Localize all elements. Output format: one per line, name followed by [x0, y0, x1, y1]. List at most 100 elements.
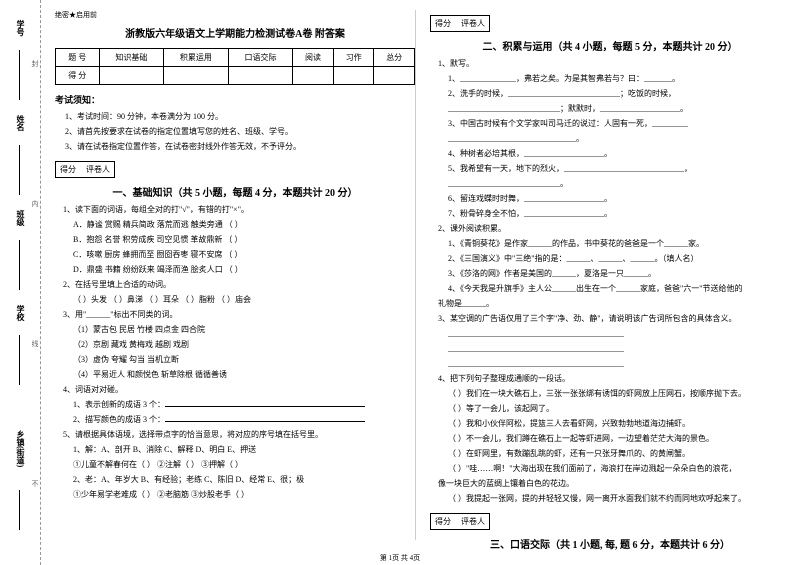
q5c: 2、老：A、年岁大 B、有经验；老练 C、陈旧 D、经常 E、很；极 [73, 474, 415, 486]
th: 题 号 [56, 49, 100, 67]
score-table: 题 号 知识基础 积累运用 口语交际 阅读 习作 总分 得 分 [55, 48, 415, 85]
left-column: 绝密★启用前 浙教版六年级语文上学期能力检测试卷A卷 附答案 题 号 知识基础 … [55, 10, 415, 550]
field-id-line [19, 50, 20, 100]
field-town-line [19, 490, 20, 530]
section-score-box: 得分 评卷人 [430, 513, 490, 530]
s2q1f: 4、种树者必培其根，____________________。 [448, 148, 790, 160]
s2q1j: 7、粉骨碎身全不怕，____________________。 [448, 208, 790, 220]
s2q3c: ________________________________________… [448, 358, 790, 370]
binding-margin: 封 内 线 不 学号 姓名 班级 学校 乡镇(街道) [0, 0, 50, 565]
s2q3: 3、某空调的广告语仅用了三个字"净、劲、静"，请说明该广告词所包含的具体含义。 [438, 313, 790, 325]
score-label: 得分 [435, 517, 451, 526]
s2q1c: ____________________________；默默时，_______… [448, 103, 790, 115]
s2q4a: （ ）我们在一块大礁石上，三张一张张绑有诱饵的虾网放上压网石，按顺序抛下去。 [448, 388, 790, 400]
binding-line-label: 线 [30, 340, 40, 347]
q4b: 2、描写颜色的成语 3 个： [73, 414, 415, 426]
score-label: 得分 [435, 19, 451, 28]
section3-title: 三、口语交际（共 1 小题, 每, 题 6 分，本题共计 6 分） [430, 536, 790, 551]
notice-item: 1、考试时间：90 分钟，本卷满分为 100 分。 [65, 111, 415, 122]
binding-dash-line [40, 0, 41, 565]
field-name-line [19, 145, 20, 195]
notice-title: 考试须知： [55, 93, 415, 106]
field-id: 学号 [15, 20, 26, 36]
field-town: 乡镇(街道) [15, 430, 26, 467]
q4: 4、词语对对碰。 [63, 384, 415, 396]
s2q1d: 3、中国古时候有个文学家叫司马迁的说过：人固有一死，_________ [448, 118, 790, 130]
q2a: （ ）头发 （ ）鼻涕 （ ）耳朵 （ ）脂粉 （ ）庙会 [73, 294, 415, 306]
table-row: 得 分 [56, 67, 415, 85]
th: 阅读 [293, 49, 334, 67]
q1a: A．静谧 赏赐 精兵简政 落荒而逃 触类旁通 （ ） [73, 219, 415, 231]
section-score-box: 得分 评卷人 [55, 161, 115, 178]
score-label: 得分 [60, 165, 76, 174]
s2q4g: 像一块巨大的蓝绸上镶着白色的花边。 [438, 478, 790, 490]
q1b: B．抱怨 名誉 积劳成疾 司空见惯 革故鼎新 （ ） [73, 234, 415, 246]
q3d: （4）平易近人 和颜悦色 斩草除根 循循善诱 [73, 369, 415, 381]
notice-item: 3、请在试卷指定位置作答，在试卷密封线外作答无效，不予评分。 [65, 141, 415, 152]
blank [165, 406, 365, 407]
q1d: D．鼎盛 书籍 纷纷跃来 竭泽而渔 脍炙人口 （ ） [73, 264, 415, 276]
s2q2a: 1、《青铜葵花》是作家______的作品，书中葵花的爸爸是一个______家。 [448, 238, 790, 250]
s2q4e: （ ）在虾网里，有数蹦乱跳的虾，还有一只张牙舞爪的、的黄闸蟹。 [448, 448, 790, 460]
td [333, 67, 374, 85]
exam-title: 浙教版六年级语文上学期能力检测试卷A卷 附答案 [55, 25, 415, 40]
s2q4b: （ ）等了一会儿，该起网了。 [448, 403, 790, 415]
th: 积累运用 [164, 49, 229, 67]
blank [165, 421, 365, 422]
section-score-box: 得分 评卷人 [430, 15, 490, 32]
s2q2c: 3、《莎洛的网》作者是美国的______，夏洛是一只______。 [448, 268, 790, 280]
q4b-text: 2、描写颜色的成语 3 个： [73, 415, 165, 424]
binding-inside: 内 [30, 200, 40, 207]
q3: 3、用"______"标出不同类的词。 [63, 309, 415, 321]
field-class: 班级 [15, 210, 26, 226]
table-row: 题 号 知识基础 积累运用 口语交际 阅读 习作 总分 [56, 49, 415, 67]
q1c: C．咳嗽 厨房 蜂拥而至 囫囵吞枣 寝不安席 （ ） [73, 249, 415, 261]
q4a-text: 1、表示创新的成语 3 个： [73, 400, 165, 409]
q5d: ①少年易学老难成（ ） ②老脑筋 ③炒股老手（ ） [73, 489, 415, 501]
td [374, 67, 415, 85]
page-content: 绝密★启用前 浙教版六年级语文上学期能力检测试卷A卷 附答案 题 号 知识基础 … [55, 10, 795, 550]
s2q1a: 1、______________，弗若之矣。为是其智弗若与？曰：_______。 [448, 73, 790, 85]
s2q4: 4、把下列句子整理成通顺的一段话。 [438, 373, 790, 385]
q5: 5、请根据具体语境，选择带点字的恰当意思，将对应的序号填在括号里。 [63, 429, 415, 441]
s2q1b: 2、洗手的时候，____________________________；吃饭的… [448, 88, 790, 100]
td [99, 67, 164, 85]
s2q4f: （ ）"哇……啊！"大海出现在我们面前了，海浪打在岸边溅起一朵朵白色的浪花， [448, 463, 790, 475]
q3a: （1）蒙古包 民居 竹楼 四点金 四合院 [73, 324, 415, 336]
s2q4c: （ ）我和小伙伴阿松，提篮三人去看虾网，兴致勃勃地道海边捕虾。 [448, 418, 790, 430]
section2-title: 二、积累与运用（共 4 小题，每题 5 分，本题共计 20 分） [430, 38, 790, 53]
s2q1h: ____________________________。 [448, 178, 790, 190]
field-name: 姓名 [15, 115, 26, 131]
q5b: ①儿童不解春何在（ ） ②注解（ ） ③押解（ ） [73, 459, 415, 471]
s2q3a: ________________________________________… [448, 328, 790, 340]
th: 知识基础 [99, 49, 164, 67]
right-column: 得分 评卷人 二、积累与运用（共 4 小题，每题 5 分，本题共计 20 分） … [430, 10, 790, 550]
q4a: 1、表示创新的成语 3 个： [73, 399, 415, 411]
s2q2d: 4、《今天我是升旗手》主人公______出生在一个______家庭，爸爸"六一"… [448, 283, 790, 295]
s2q2e: 礼物是______。 [438, 298, 790, 310]
q2: 2、在括号里填上合适的动词。 [63, 279, 415, 291]
grader-label: 评卷人 [461, 517, 485, 526]
s2q1e: ________________________________。 [448, 133, 790, 145]
th: 习作 [333, 49, 374, 67]
grader-label: 评卷人 [461, 19, 485, 28]
field-school: 学校 [15, 305, 26, 321]
binding-no: 不 [30, 480, 40, 487]
td [293, 67, 334, 85]
s2q4d: （ ）不一会儿，我们蹲在礁石上一起等虾进网，一边望着茫茫大海的景色。 [448, 433, 790, 445]
s2q4h: （ ）我提起一张网，提的并轻轻又慢，网一离开水面我们就不约而同地欢呼起来了。 [448, 493, 790, 505]
grader-label: 评卷人 [86, 165, 110, 174]
confidential-label: 绝密★启用前 [55, 10, 415, 20]
notice-item: 2、请首先按要求在试卷的指定位置填写您的姓名、班级、学号。 [65, 126, 415, 137]
field-class-line [19, 240, 20, 290]
binding-seal: 封 [30, 60, 40, 67]
section1-title: 一、基础知识（共 5 小题，每题 4 分，本题共计 20 分） [55, 184, 415, 199]
page-footer: 第 1页 共 4页 [0, 553, 800, 563]
s2q3b: ________________________________________… [448, 343, 790, 355]
field-school-line [19, 335, 20, 385]
td: 得 分 [56, 67, 100, 85]
s2q1g: 5、我希望有一天，地下的烈火，_________________________… [448, 163, 790, 175]
q3c: （3）虚伪 夸耀 勾当 当机立断 [73, 354, 415, 366]
td [228, 67, 293, 85]
s2q1i: 6、留连戏蝶时时舞，____________________。 [448, 193, 790, 205]
